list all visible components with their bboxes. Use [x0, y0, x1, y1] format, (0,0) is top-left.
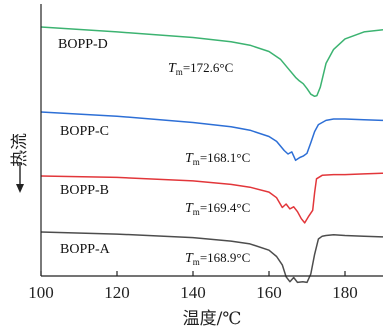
series-name-label: BOPP-B — [60, 183, 109, 198]
series-name-label: BOPP-D — [58, 37, 108, 52]
tm-annotation: Tm=168.1°C — [185, 150, 250, 167]
series-name-label: BOPP-A — [60, 242, 111, 257]
x-axis-title: 温度/℃ — [183, 309, 242, 329]
y-axis-title: 热流 — [10, 133, 30, 167]
tick-layer: 100 120 140 160 180 — [28, 271, 358, 302]
tm-annotation: Tm=172.6°C — [168, 60, 233, 77]
tm-annotation: Tm=168.9°C — [185, 250, 250, 267]
series-line-bopp-c — [40, 111, 383, 162]
series-line-bopp-d — [40, 26, 383, 98]
x-tick-label: 120 — [104, 283, 130, 302]
x-tick-label: 160 — [256, 283, 282, 302]
x-tick-label: 140 — [180, 283, 206, 302]
y-axis-title-group: 热流 — [10, 133, 30, 193]
label-layer: BOPP-D Tm=172.6°C BOPP-C Tm=168.1°C BOPP-B Tm… — [58, 37, 250, 267]
series-line-bopp-a — [40, 231, 383, 284]
x-tick-label: 180 — [332, 283, 358, 302]
tm-annotation: Tm=169.4°C — [185, 200, 250, 217]
x-tick-label: 100 — [28, 283, 54, 302]
series-name-label: BOPP-C — [60, 124, 109, 139]
series-layer — [40, 26, 383, 284]
series-line-bopp-b — [40, 172, 383, 224]
down-arrow-head-icon — [16, 184, 24, 193]
axis-layer — [40, 4, 383, 277]
